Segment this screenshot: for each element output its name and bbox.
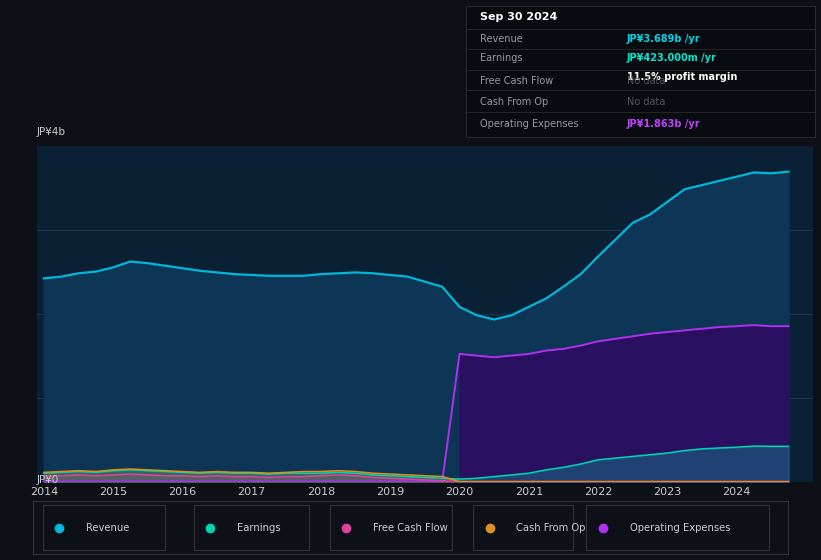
Text: JP¥423.000m /yr: JP¥423.000m /yr <box>627 53 717 63</box>
Text: Sep 30 2024: Sep 30 2024 <box>480 12 557 22</box>
Text: No data: No data <box>627 76 665 86</box>
Text: JP¥4b: JP¥4b <box>37 127 66 137</box>
Text: Operating Expenses: Operating Expenses <box>630 523 730 533</box>
Text: JP¥0: JP¥0 <box>37 475 59 485</box>
Text: Earnings: Earnings <box>236 523 281 533</box>
Text: Free Cash Flow: Free Cash Flow <box>480 76 553 86</box>
Text: JP¥1.863b /yr: JP¥1.863b /yr <box>627 119 700 129</box>
Text: JP¥3.689b /yr: JP¥3.689b /yr <box>627 34 700 44</box>
Text: Operating Expenses: Operating Expenses <box>480 119 579 129</box>
Text: Revenue: Revenue <box>480 34 523 44</box>
Text: 11.5% profit margin: 11.5% profit margin <box>627 72 737 82</box>
Text: Free Cash Flow: Free Cash Flow <box>373 523 447 533</box>
Text: No data: No data <box>627 97 665 106</box>
Text: Revenue: Revenue <box>85 523 129 533</box>
Text: Cash From Op: Cash From Op <box>480 97 548 106</box>
Text: Earnings: Earnings <box>480 53 523 63</box>
Text: Cash From Op: Cash From Op <box>516 523 585 533</box>
